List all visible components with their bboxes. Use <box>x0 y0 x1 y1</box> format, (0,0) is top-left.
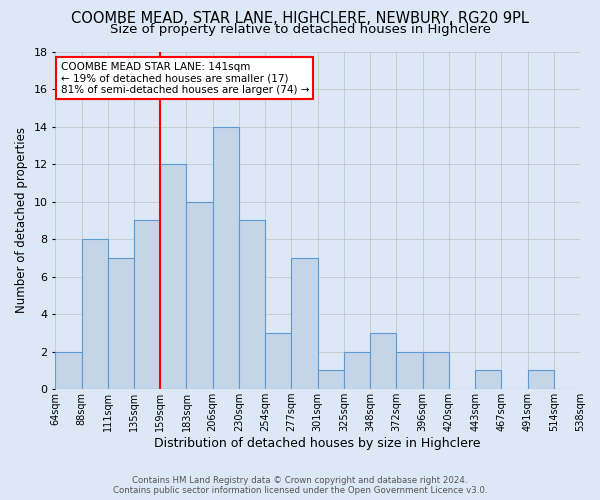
Bar <box>527 370 554 389</box>
Bar <box>134 220 160 389</box>
Bar <box>397 352 422 389</box>
Bar <box>82 239 108 389</box>
Bar <box>422 352 449 389</box>
Bar <box>239 220 265 389</box>
Text: COOMBE MEAD STAR LANE: 141sqm
← 19% of detached houses are smaller (17)
81% of s: COOMBE MEAD STAR LANE: 141sqm ← 19% of d… <box>61 62 309 95</box>
Bar <box>108 258 134 389</box>
X-axis label: Distribution of detached houses by size in Highclere: Distribution of detached houses by size … <box>154 437 481 450</box>
Bar <box>55 352 82 389</box>
Bar <box>265 333 292 389</box>
Text: Contains HM Land Registry data © Crown copyright and database right 2024.
Contai: Contains HM Land Registry data © Crown c… <box>113 476 487 495</box>
Bar <box>344 352 370 389</box>
Bar <box>370 333 397 389</box>
Text: COOMBE MEAD, STAR LANE, HIGHCLERE, NEWBURY, RG20 9PL: COOMBE MEAD, STAR LANE, HIGHCLERE, NEWBU… <box>71 11 529 26</box>
Bar <box>292 258 317 389</box>
Bar <box>317 370 344 389</box>
Y-axis label: Number of detached properties: Number of detached properties <box>15 128 28 314</box>
Bar <box>475 370 501 389</box>
Bar <box>213 126 239 389</box>
Bar <box>160 164 187 389</box>
Text: Size of property relative to detached houses in Highclere: Size of property relative to detached ho… <box>110 22 491 36</box>
Bar <box>187 202 213 389</box>
